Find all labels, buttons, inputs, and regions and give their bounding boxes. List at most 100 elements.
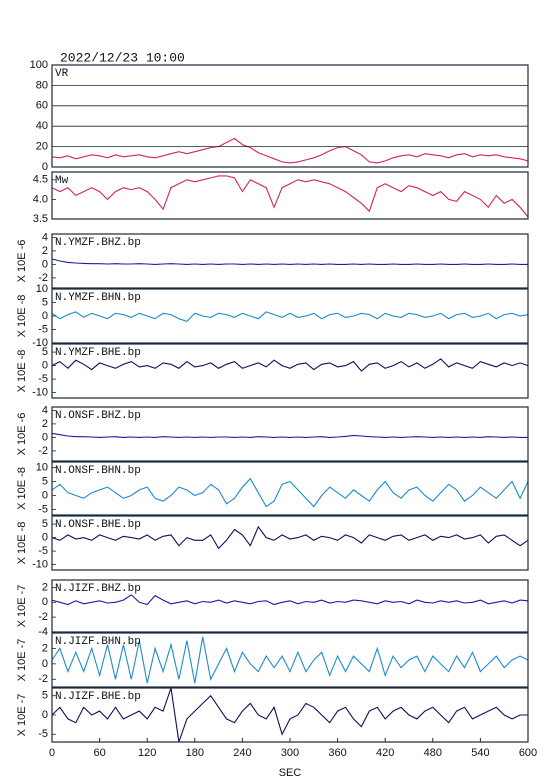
y-tick-label: 2 xyxy=(42,642,48,654)
panel-label: N.YMZF.BHZ.bp xyxy=(55,237,141,249)
y-tick-label: 0 xyxy=(42,658,48,670)
panel-frame xyxy=(51,64,529,168)
y-tick-label: 4.5 xyxy=(33,174,48,186)
y-tick-label: 2 xyxy=(42,581,48,593)
waveform xyxy=(51,477,529,508)
y-tick-label: 4.0 xyxy=(33,193,48,205)
waveform xyxy=(51,525,529,550)
y-tick-label: 5 xyxy=(42,518,48,530)
y-tick-label: 0 xyxy=(42,258,48,270)
panel-frame xyxy=(51,461,529,516)
y-axis-label: X 10E -7 xyxy=(16,639,28,682)
panel-label: N.ONSF.BHN.bp xyxy=(55,465,141,477)
y-tick-label: -10 xyxy=(32,337,48,349)
y-tick-label: 0 xyxy=(42,360,48,372)
panel-frame xyxy=(51,343,529,399)
x-tick-label: 120 xyxy=(138,747,156,759)
y-tick-label: 0 xyxy=(42,709,48,721)
x-tick-label: 420 xyxy=(376,747,394,759)
y-tick-label: 0 xyxy=(42,532,48,544)
y-tick-label: 5 xyxy=(42,296,48,308)
y-tick-label: 0 xyxy=(42,161,48,173)
y-tick-label: 0 xyxy=(42,431,48,443)
y-tick-label: 40 xyxy=(36,120,48,132)
y-tick-label: 80 xyxy=(36,79,48,91)
panel-frame xyxy=(51,579,529,633)
panel-label: VR xyxy=(55,68,69,80)
y-tick-label: -5 xyxy=(38,323,48,335)
waveform xyxy=(51,594,529,606)
waveform xyxy=(51,311,529,323)
x-tick-label: 360 xyxy=(328,747,346,759)
x-tick-label: 600 xyxy=(519,747,537,759)
x-tick-label: 240 xyxy=(233,747,251,759)
waveform xyxy=(51,432,528,438)
x-tick-label: 0 xyxy=(49,747,55,759)
waveform xyxy=(51,258,528,265)
x-axis-label: SEC xyxy=(279,767,302,779)
panel-frame xyxy=(51,632,529,688)
y-tick-label: -4 xyxy=(38,626,48,638)
panel-label: N.ONSF.BHE.bp xyxy=(55,519,141,531)
y-tick-label: 3.5 xyxy=(33,213,48,225)
panel-label: N.JIZF.BHE.bp xyxy=(55,691,141,703)
waveform xyxy=(51,137,529,164)
x-tick-label: 300 xyxy=(281,747,299,759)
y-tick-label: 10 xyxy=(36,461,48,473)
y-tick-label: -5 xyxy=(38,373,48,385)
panel-frame xyxy=(51,288,529,344)
waveform xyxy=(51,175,529,218)
x-tick-label: 480 xyxy=(424,747,442,759)
y-tick-label: -5 xyxy=(38,728,48,740)
y-tick-label: 100 xyxy=(30,59,48,71)
y-tick-label: -10 xyxy=(32,387,48,399)
waveform xyxy=(51,358,529,372)
y-axis-label: X 10E -8 xyxy=(16,295,28,338)
y-axis-label: X 10E -8 xyxy=(16,467,28,510)
panel-frame xyxy=(51,171,529,220)
x-tick-label: 540 xyxy=(471,747,489,759)
waveform xyxy=(51,687,528,743)
y-tick-label: 4 xyxy=(42,404,48,416)
x-tick-label: 180 xyxy=(186,747,204,759)
x-tick-label: 60 xyxy=(93,747,105,759)
y-tick-label: 5 xyxy=(42,346,48,358)
y-tick-label: -2 xyxy=(38,673,48,685)
y-axis-label: X 10E -7 xyxy=(16,694,28,737)
y-tick-label: 2 xyxy=(42,418,48,430)
y-tick-label: 10 xyxy=(36,283,48,295)
panel-frame xyxy=(51,233,529,289)
panel-label: N.YMZF.BHE.bp xyxy=(55,347,141,359)
y-axis-label: X 10E -8 xyxy=(16,350,28,393)
y-axis-label: X 10E -6 xyxy=(16,240,28,283)
y-axis-label: X 10E -8 xyxy=(16,522,28,565)
panel-frame xyxy=(51,406,529,462)
y-tick-label: 0 xyxy=(42,596,48,608)
y-tick-label: -2 xyxy=(38,611,48,623)
y-tick-label: 60 xyxy=(36,100,48,112)
y-tick-label: -5 xyxy=(38,503,48,515)
panel-label: N.JIZF.BHN.bp xyxy=(55,636,141,648)
y-tick-label: -2 xyxy=(38,445,48,457)
chart-title: 2022/12/23 10:00 xyxy=(60,50,185,65)
panel-label: N.JIZF.BHZ.bp xyxy=(55,583,141,595)
panel-label: Mw xyxy=(55,175,69,187)
y-tick-label: 5 xyxy=(42,475,48,487)
y-tick-label: -10 xyxy=(32,559,48,571)
y-tick-label: -2 xyxy=(38,272,48,284)
y-tick-label: 20 xyxy=(36,141,48,153)
waveform xyxy=(51,636,529,684)
panel-label: N.YMZF.BHN.bp xyxy=(55,292,141,304)
y-tick-label: 0 xyxy=(42,310,48,322)
panel-frame xyxy=(51,515,529,571)
y-tick-label: 2 xyxy=(42,245,48,257)
y-tick-label: -5 xyxy=(38,545,48,557)
y-axis-label: X 10E -6 xyxy=(16,413,28,456)
y-tick-label: 0 xyxy=(42,489,48,501)
y-tick-label: 5 xyxy=(42,690,48,702)
y-axis-label: X 10E -7 xyxy=(16,585,28,628)
y-tick-label: 4 xyxy=(42,231,48,243)
panel-label: N.ONSF.BHZ.bp xyxy=(55,410,141,422)
